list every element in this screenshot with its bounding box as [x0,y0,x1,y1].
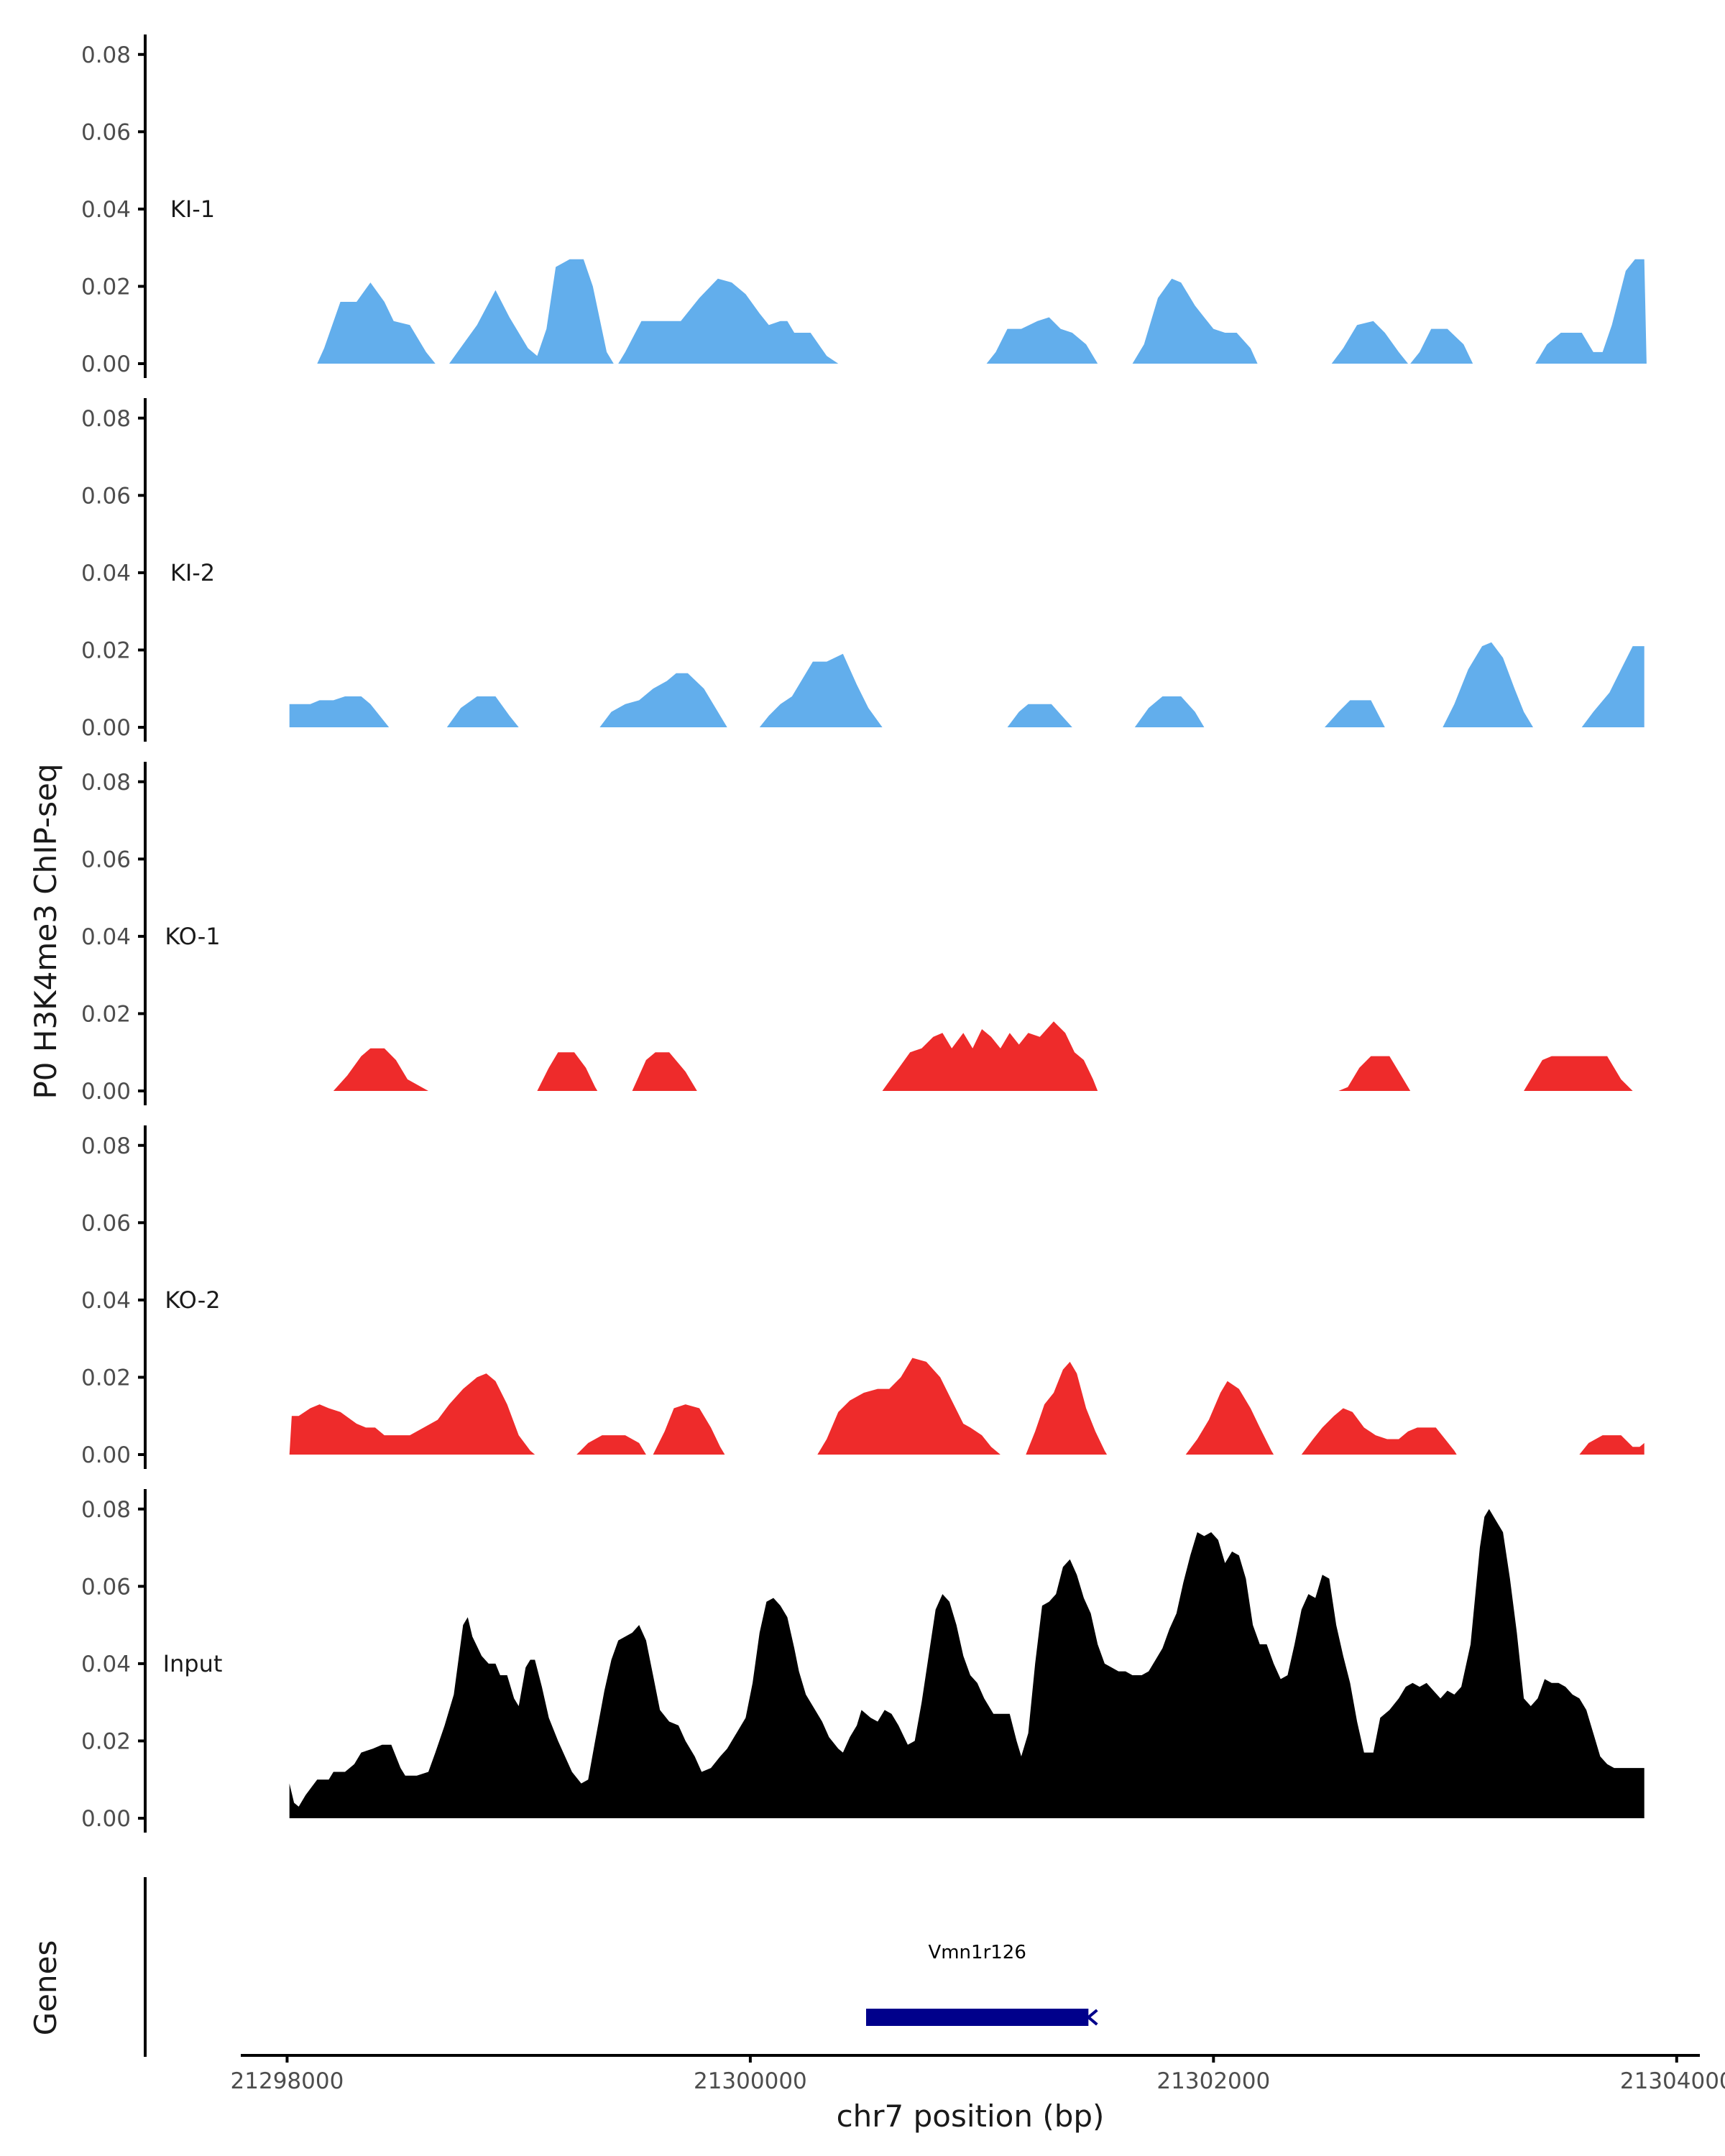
y-axis-title: P0 H3K4me3 ChIP-seq [28,763,63,1099]
y-tick-label: 0.08 [81,770,131,796]
signal-area [289,642,1644,727]
track-label: KI-2 [170,559,215,586]
y-tick-label: 0.04 [81,1288,131,1314]
gene-vmn1r126: Vmn1r126 [866,1942,1098,2026]
x-tick-label: 21300000 [694,2068,807,2094]
y-tick-label: 0.00 [81,1442,131,1468]
track-label: KO-2 [165,1286,220,1314]
y-tick-label: 0.02 [81,1728,131,1754]
track-ki-2: 0.00 0.02 0.04 0.06 0.08 KI-2 [81,398,1644,742]
strand-arrow-icon [1086,2009,1098,2026]
track-ko-1: 0.00 0.02 0.04 0.06 0.08 KO-1 [81,762,1637,1105]
genes-axis-title: Genes [28,1940,63,2036]
track-label: KI-1 [170,195,215,223]
y-tick-label: 0.06 [81,483,131,509]
y-tick-label: 0.06 [81,1210,131,1236]
track-label: Input [163,1650,223,1677]
track-ki-1: 0.00 0.02 0.04 0.06 0.08 KI-1 [81,34,1647,378]
signal-area [317,259,1647,364]
x-tick-label: 21304000 [1620,2068,1725,2094]
track-input: 0.00 0.02 0.04 0.06 0.08 Input [81,1489,1644,1833]
gene-label: Vmn1r126 [928,1942,1026,1963]
y-tick-label: 0.08 [81,1133,131,1159]
x-axis: 21298000 21300000 21302000 21304000 [231,2054,1725,2094]
y-tick-label: 0.06 [81,119,131,145]
signal-area [289,1508,1644,1818]
gene-annotation-panel: Vmn1r126 [144,1877,1098,2057]
track-label: KO-1 [165,923,220,950]
signal-tracks: 0.00 0.02 0.04 0.06 0.08 KI-1 0.00 0.02 0.04 0.06… [81,34,1647,1833]
y-tick-label: 0.02 [81,1001,131,1027]
y-tick-label: 0.04 [81,561,131,586]
y-tick-label: 0.00 [81,1079,131,1105]
y-tick-label: 0.04 [81,197,131,223]
y-tick-label: 0.00 [81,1806,131,1832]
signal-area [289,1358,1644,1455]
y-tick-label: 0.02 [81,637,131,663]
y-tick-label: 0.06 [81,847,131,872]
y-tick-label: 0.00 [81,351,131,377]
x-axis-title: chr7 position (bp) [837,2099,1105,2134]
signal-area [333,1021,1637,1091]
y-tick-label: 0.04 [81,1651,131,1677]
x-tick-label: 21302000 [1156,2068,1270,2094]
gene-body [866,2009,1089,2026]
y-tick-label: 0.04 [81,924,131,950]
y-tick-label: 0.06 [81,1574,131,1600]
y-tick-label: 0.00 [81,715,131,741]
y-tick-label: 0.02 [81,274,131,300]
y-tick-label: 0.08 [81,406,131,432]
track-ko-2: 0.00 0.02 0.04 0.06 0.08 KO-2 [81,1125,1644,1469]
x-tick-label: 21298000 [231,2068,344,2094]
y-tick-label: 0.08 [81,42,131,68]
y-tick-label: 0.08 [81,1497,131,1523]
y-tick-label: 0.02 [81,1365,131,1391]
